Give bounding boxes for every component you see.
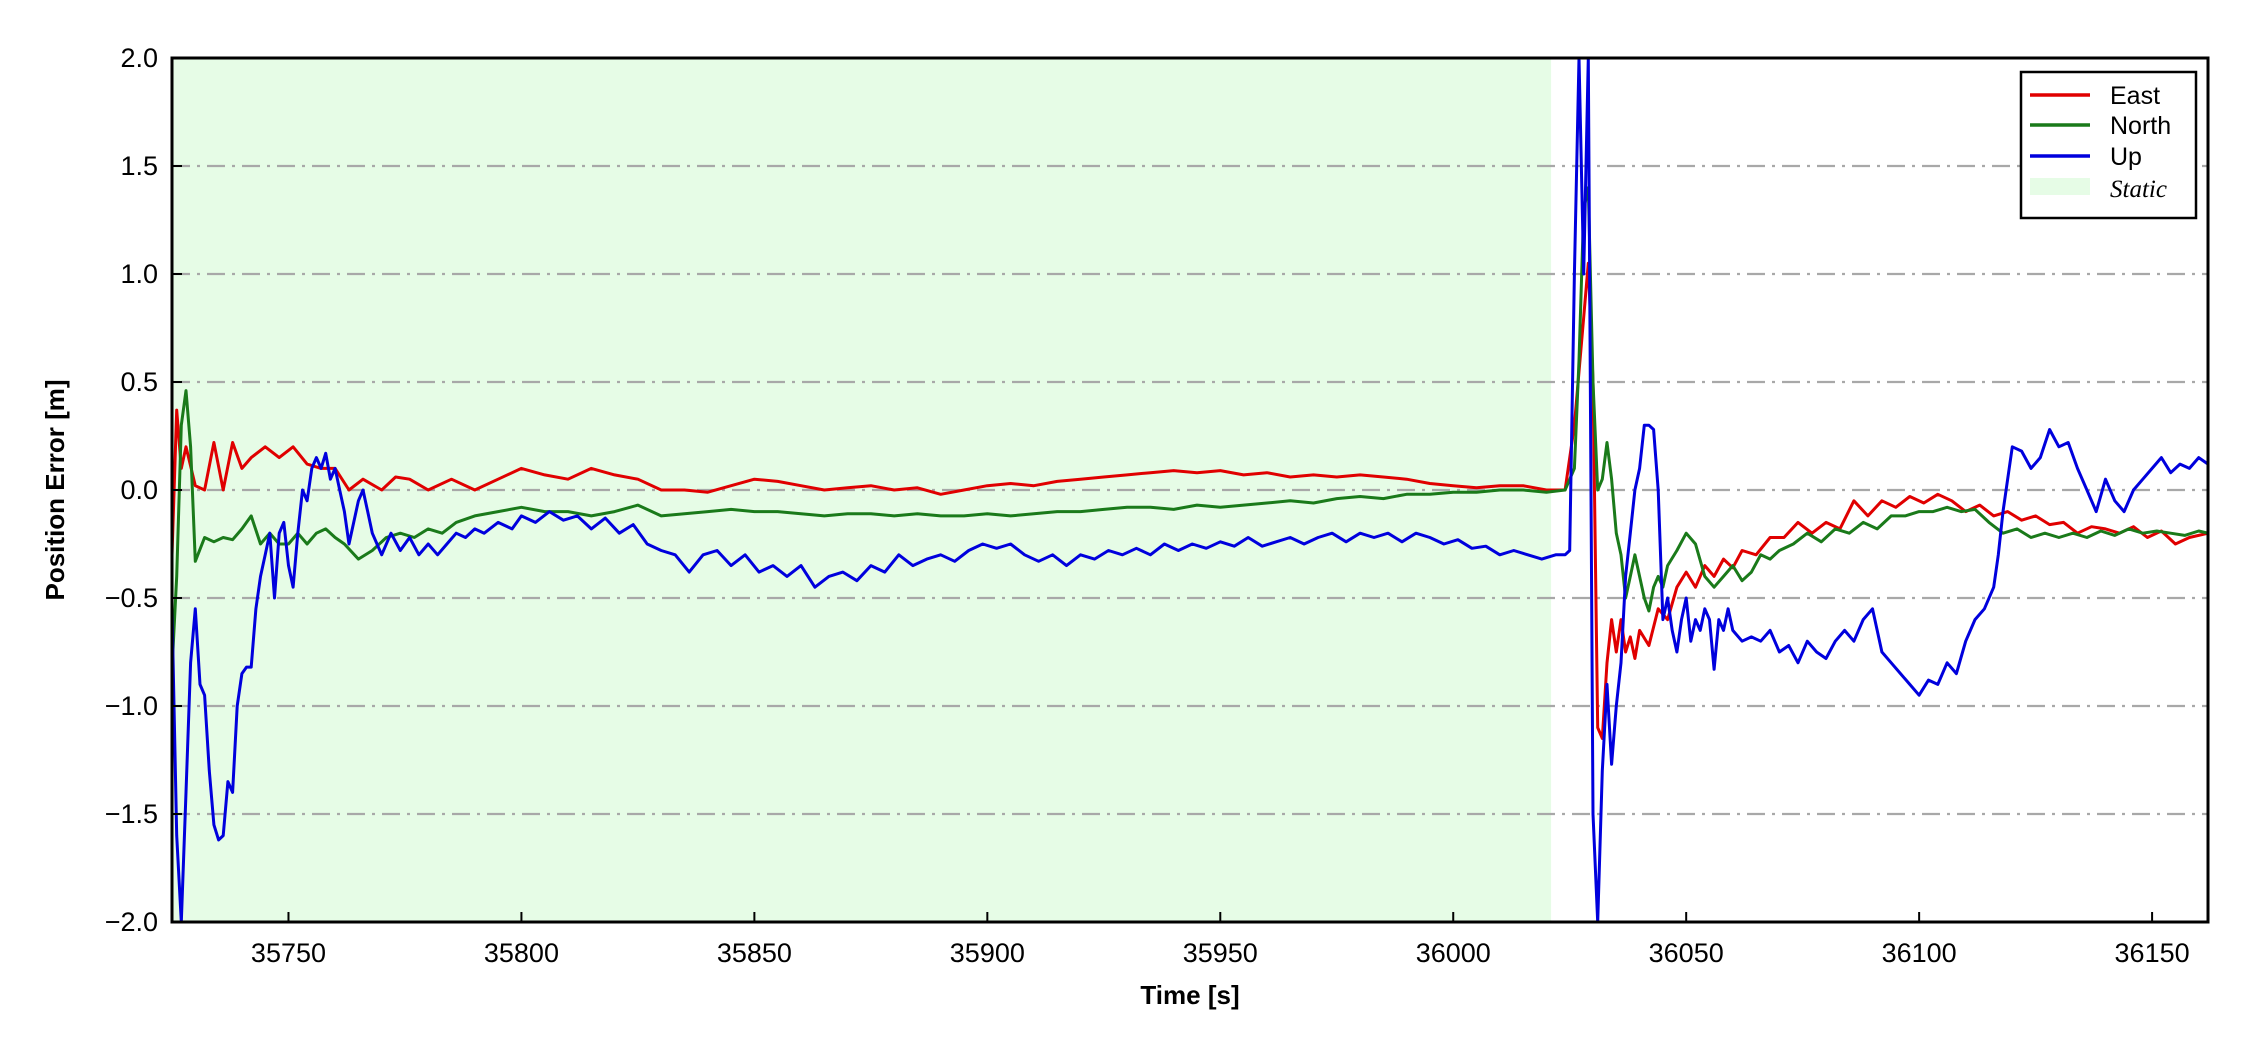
legend: East North Up Static xyxy=(2019,70,2198,220)
y-axis-title: Position Error [m] xyxy=(40,379,70,600)
gridlines xyxy=(172,164,2208,816)
series-line-north xyxy=(172,186,2208,670)
y-tick-label: 1.5 xyxy=(120,151,158,181)
y-tick-label: −2.0 xyxy=(105,907,158,937)
x-tick-label: 36050 xyxy=(1649,938,1724,968)
x-tick-label: 36150 xyxy=(2115,938,2190,968)
x-tick-label: 35750 xyxy=(251,938,326,968)
y-tick-label: −1.0 xyxy=(105,691,158,721)
y-tick-label: 2.0 xyxy=(120,43,158,73)
legend-swatch-static xyxy=(2030,178,2090,195)
series-line-east xyxy=(172,261,2208,740)
axis-ticks: 35750 35800 35850 35900 35950 36000 36050 36100… xyxy=(105,43,2190,968)
x-tick-label: 36000 xyxy=(1416,938,1491,968)
x-tick-label: 35900 xyxy=(950,938,1025,968)
x-tick-label: 35850 xyxy=(717,938,792,968)
legend-label-static: Static xyxy=(2110,176,2167,203)
series-line-up xyxy=(172,58,2208,922)
legend-label-up: Up xyxy=(2110,143,2142,171)
x-tick-label: 35950 xyxy=(1183,938,1258,968)
y-tick-label: 0.0 xyxy=(120,475,158,505)
series-lines xyxy=(172,58,2208,922)
y-tick-label: 1.0 xyxy=(120,259,158,289)
x-tick-label: 35800 xyxy=(484,938,559,968)
x-axis-title: Time [s] xyxy=(1140,980,1239,1010)
legend-label-north: North xyxy=(2110,112,2171,140)
y-tick-label: −1.5 xyxy=(105,799,158,829)
x-tick-label: 36100 xyxy=(1882,938,1957,968)
y-tick-label: 0.5 xyxy=(120,367,158,397)
y-tick-label: −0.5 xyxy=(105,583,158,613)
legend-label-east: East xyxy=(2110,82,2160,110)
static-region-layer xyxy=(172,58,1552,922)
static-region xyxy=(172,58,1552,922)
